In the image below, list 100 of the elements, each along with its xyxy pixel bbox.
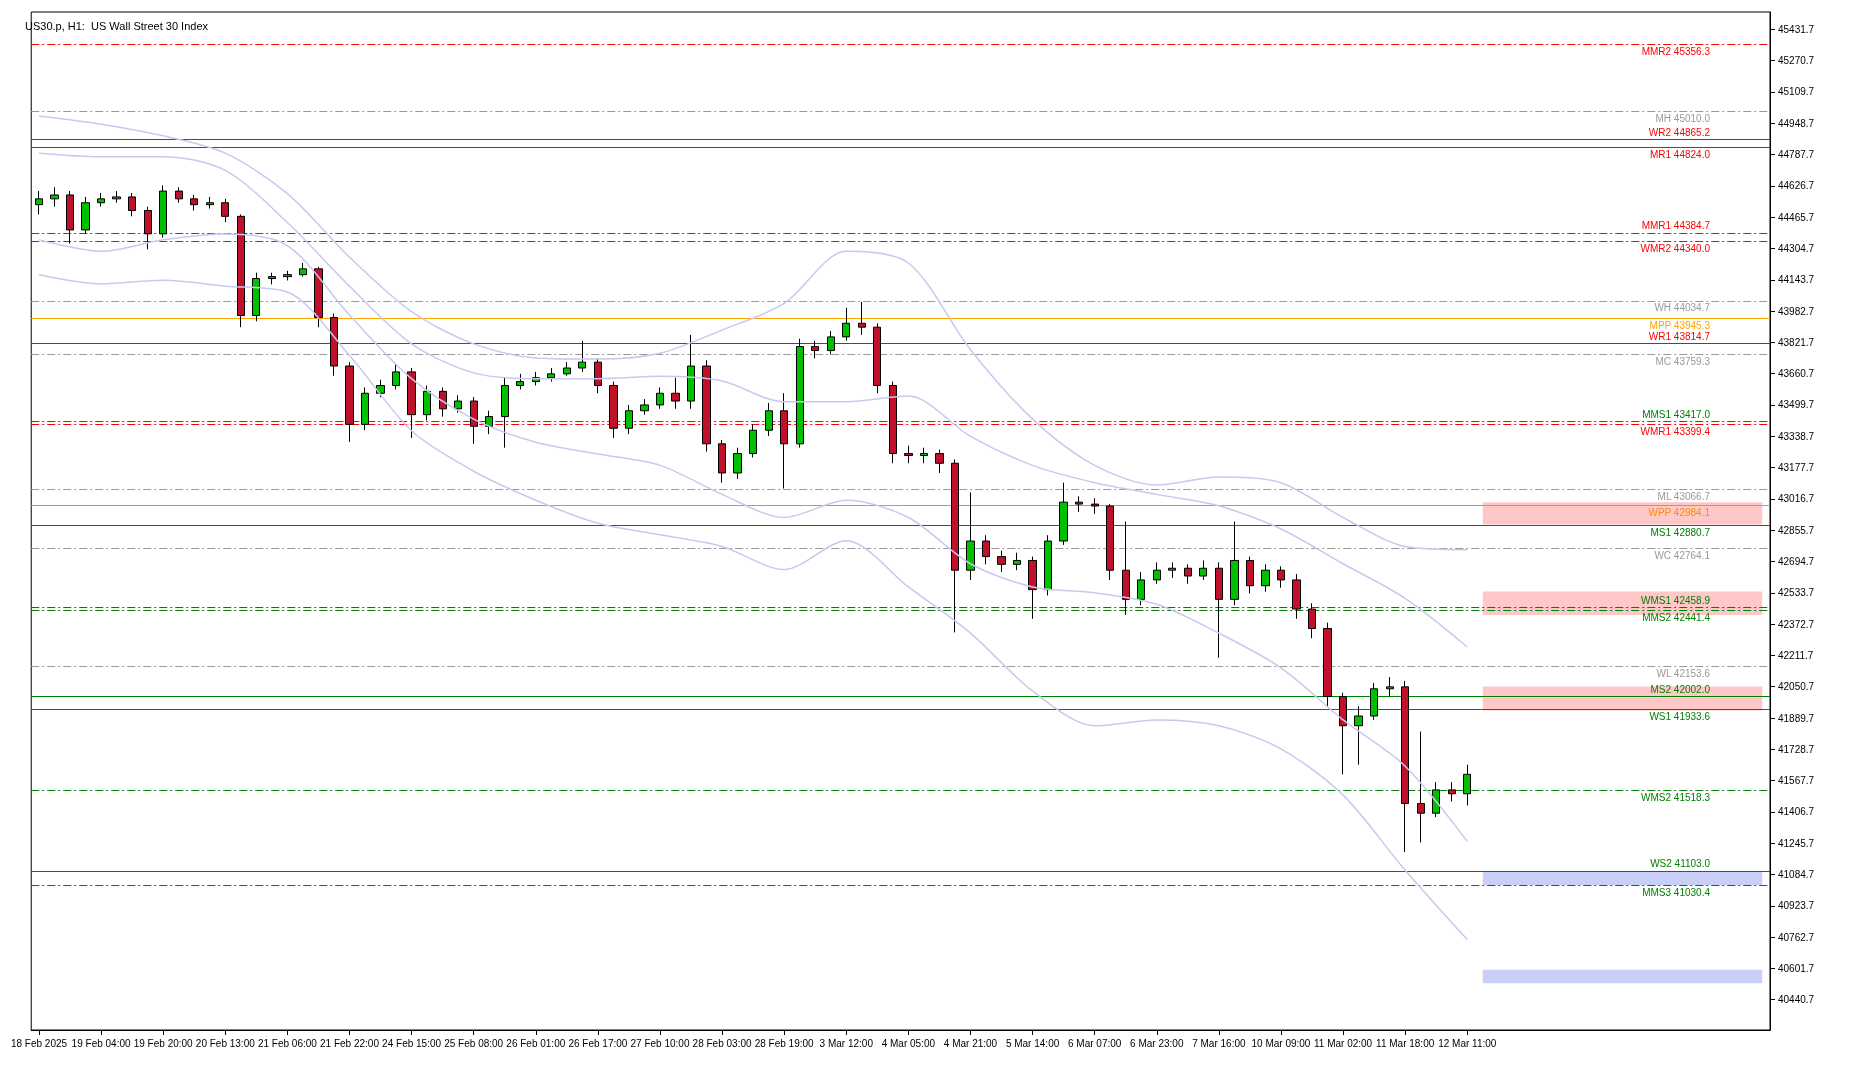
- candlestick: [1246, 556, 1254, 595]
- y-tick-label: 43982.7: [1778, 305, 1815, 317]
- ref-line-label: WR2 44865.2: [1648, 127, 1711, 138]
- candlestick: [578, 340, 586, 373]
- y-tick-label: 40762.7: [1778, 931, 1815, 943]
- y-tick-label: 45431.7: [1778, 23, 1815, 35]
- candlestick: [1354, 705, 1363, 766]
- candlestick: [423, 384, 431, 421]
- ref-line-label: WL 42153.6: [1656, 668, 1711, 680]
- x-tick-label: 4 Mar 05:00: [881, 1037, 936, 1049]
- candlestick: [1292, 573, 1301, 620]
- x-tick-label: 19 Feb 04:00: [71, 1037, 131, 1049]
- candlestick: [66, 190, 74, 245]
- candlestick: [376, 379, 385, 398]
- candlestick: [1106, 503, 1114, 581]
- candlestick: [1370, 682, 1378, 721]
- candlestick: [485, 410, 493, 435]
- ref-line-label: WC 42764.1: [1654, 549, 1711, 561]
- candlestick: [1013, 552, 1021, 571]
- ref-line-label: MS2 42002.0: [1650, 683, 1711, 695]
- candlestick: [1044, 534, 1052, 596]
- candlestick: [190, 194, 198, 212]
- candlestick: [1028, 556, 1037, 620]
- candlestick: [1199, 559, 1207, 581]
- candlestick: [547, 367, 555, 383]
- x-tick-label: 18 Feb 2025: [10, 1037, 68, 1049]
- candlestick: [330, 313, 338, 377]
- ref-line-label: MMS1 43417.0: [1642, 408, 1711, 420]
- y-tick-label: 43499.7: [1778, 399, 1815, 411]
- ref-line-label: WMR1 43399.4: [1640, 425, 1711, 437]
- ref-line-label: MPP 43945.3: [1649, 319, 1711, 331]
- candlestick: [609, 381, 618, 439]
- candlestick: [702, 359, 711, 453]
- y-tick-label: 41406.7: [1778, 806, 1815, 818]
- x-tick-label: 11 Mar 02:00: [1313, 1037, 1373, 1049]
- y-tick-label: 40601.7: [1778, 962, 1815, 974]
- x-tick-label: 21 Feb 22:00: [320, 1037, 380, 1049]
- candlestick: [1184, 563, 1192, 585]
- candlestick: [50, 186, 59, 208]
- ref-line-label: ML 43066.7: [1657, 490, 1711, 502]
- candlestick: [501, 377, 509, 449]
- x-tick-label: 19 Feb 20:00: [133, 1037, 194, 1049]
- candlestick: [81, 196, 90, 235]
- candlestick: [454, 394, 462, 414]
- candlestick: [237, 213, 245, 328]
- y-tick-label: 40923.7: [1778, 900, 1815, 912]
- x-tick-label: 26 Feb 01:00: [506, 1037, 566, 1049]
- x-tick-label: 26 Feb 17:00: [568, 1037, 628, 1049]
- candlestick: [345, 361, 354, 443]
- y-tick-label: 42855.7: [1778, 524, 1815, 536]
- candlestick: [1261, 563, 1270, 593]
- y-tick-label: 43177.7: [1778, 462, 1815, 474]
- ref-line-label: MMR2 45356.3: [1641, 45, 1711, 57]
- candlestick: [1137, 571, 1145, 606]
- x-tick-label: 28 Feb 03:00: [692, 1037, 752, 1049]
- y-tick-label: 45109.7: [1778, 86, 1815, 98]
- candlestick: [811, 340, 819, 359]
- x-tick-label: 3 Mar 12:00: [819, 1037, 874, 1049]
- line-series: [38, 273, 1469, 941]
- candlestick: [656, 386, 664, 410]
- y-tick-label: 41245.7: [1778, 837, 1815, 849]
- candlestick: [780, 392, 788, 490]
- x-tick-label: 12 Mar 11:00: [1438, 1037, 1497, 1049]
- line-series: [38, 152, 1469, 648]
- candlestick: [1463, 764, 1471, 806]
- candlestick: [1075, 495, 1083, 513]
- y-tick-label: 44304.7: [1778, 242, 1815, 254]
- candlestick: [873, 322, 881, 394]
- candlestick: [144, 206, 152, 250]
- ref-line-label: WMS1 42458.9: [1641, 594, 1711, 606]
- y-tick-label: 43016.7: [1778, 493, 1815, 505]
- y-tick-label: 44948.7: [1778, 117, 1815, 129]
- candlestick: [842, 307, 850, 342]
- candlestick: [1401, 680, 1409, 853]
- candlestick: [128, 192, 136, 217]
- candlestick: [982, 534, 990, 565]
- x-tick-label: 6 Mar 07:00: [1067, 1037, 1122, 1049]
- candlestick: [299, 262, 307, 278]
- x-tick-label: 5 Mar 14:00: [1005, 1037, 1060, 1049]
- x-tick-label: 27 Feb 10:00: [630, 1037, 690, 1049]
- candlestick: [920, 447, 928, 464]
- ref-line-label: WPP 42984.1: [1648, 506, 1711, 518]
- x-tick-label: 6 Mar 23:00: [1130, 1037, 1184, 1049]
- candlestick: [687, 334, 695, 410]
- ref-line-label: MMR1 44384.7: [1641, 220, 1711, 232]
- candlestick: [470, 396, 478, 445]
- y-tick-label: 44626.7: [1778, 180, 1815, 192]
- x-tick-label: 10 Mar 09:00: [1251, 1037, 1311, 1049]
- candlestick: [268, 272, 276, 285]
- ref-line-label: WH 44034.7: [1654, 302, 1711, 314]
- candlestick: [1122, 521, 1130, 616]
- y-tick-label: 42050.7: [1778, 681, 1815, 693]
- ref-line-label: MMS3 41030.4: [1642, 886, 1711, 898]
- ref-line-label: WR1 43814.7: [1648, 331, 1711, 343]
- x-tick-label: 24 Feb 15:00: [382, 1037, 442, 1049]
- candlestick: [1230, 521, 1239, 606]
- ref-line-label: WS1 41933.6: [1649, 710, 1711, 722]
- candlestick: [407, 367, 416, 439]
- candlestick: [1168, 561, 1176, 579]
- candlestick: [175, 186, 183, 204]
